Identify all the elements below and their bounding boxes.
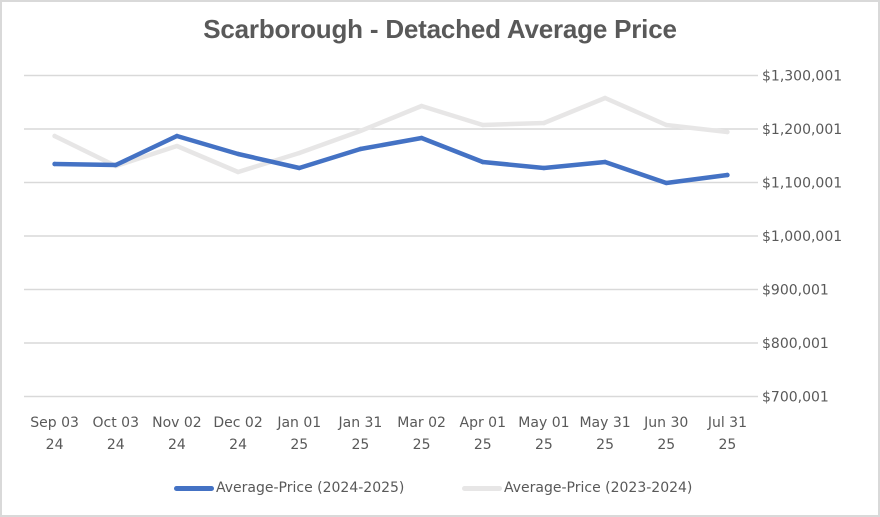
legend-swatch-2023-2024 — [462, 485, 502, 491]
y-axis-tick-labels: $1,300,001 $1,200,001 $1,100,001 $1,000,001… — [762, 69, 842, 406]
gridlines — [24, 74, 758, 398]
x-tick-label: Jul 31 — [707, 415, 747, 431]
data-point[interactable] — [480, 122, 485, 128]
x-tick-label-year: 24 — [46, 437, 64, 453]
legend-label: Average-Price (2023-2024) — [504, 480, 693, 496]
data-point[interactable] — [235, 169, 241, 175]
data-point[interactable] — [52, 133, 57, 139]
data-point[interactable] — [297, 165, 302, 171]
data-point[interactable] — [602, 95, 608, 101]
data-point[interactable] — [725, 129, 730, 135]
x-tick-label-year: 25 — [290, 437, 308, 453]
y-tick-label: $1,300,001 — [762, 69, 842, 85]
y-tick-label: $800,001 — [762, 336, 829, 352]
x-tick-label: Oct 03 — [93, 415, 139, 431]
data-point[interactable] — [174, 143, 180, 149]
x-tick-label: Jan 31 — [337, 415, 382, 431]
data-point[interactable] — [174, 133, 180, 139]
data-point[interactable] — [358, 146, 363, 152]
legend: Average-Price (2024-2025) Average-Price … — [0, 476, 880, 500]
legend-item-2023-2024[interactable]: Average-Price (2023-2024) — [462, 476, 692, 500]
x-tick-label: May 01 — [518, 415, 569, 431]
series-lines — [52, 95, 730, 186]
x-tick-label: Sep 03 — [30, 415, 79, 431]
x-tick-label-year: 25 — [719, 437, 737, 453]
x-tick-label: May 31 — [579, 415, 630, 431]
data-point[interactable] — [297, 150, 302, 156]
data-point[interactable] — [52, 161, 57, 167]
data-point[interactable] — [602, 159, 608, 165]
data-point[interactable] — [358, 128, 363, 134]
x-tick-label-year: 25 — [352, 437, 370, 453]
x-tick-label-year: 24 — [107, 437, 125, 453]
y-tick-label: $700,001 — [762, 390, 829, 406]
chart-title: Scarborough - Detached Average Price — [203, 14, 677, 44]
data-point[interactable] — [725, 172, 730, 178]
data-point[interactable] — [664, 122, 669, 128]
x-tick-label: Jan 01 — [276, 415, 321, 431]
x-tick-label-year: 24 — [229, 437, 247, 453]
x-tick-label: Apr 01 — [460, 415, 506, 431]
y-tick-label: $1,100,001 — [762, 176, 842, 192]
data-point[interactable] — [541, 120, 547, 126]
data-point[interactable] — [419, 103, 424, 109]
legend-label: Average-Price (2024-2025) — [216, 480, 405, 496]
x-tick-label-year: 25 — [657, 437, 675, 453]
data-point[interactable] — [235, 151, 241, 157]
series-line-2023-2024[interactable] — [52, 95, 730, 175]
x-tick-label-year: 25 — [474, 437, 492, 453]
x-tick-label: Mar 02 — [397, 415, 446, 431]
x-tick-label: Nov 02 — [152, 415, 202, 431]
x-tick-label-year: 25 — [596, 437, 614, 453]
data-point[interactable] — [419, 135, 424, 141]
x-tick-label-year: 24 — [168, 437, 186, 453]
data-point[interactable] — [664, 180, 669, 186]
y-tick-label: $1,200,001 — [762, 122, 842, 138]
data-point[interactable] — [541, 165, 547, 171]
y-tick-label: $1,000,001 — [762, 229, 842, 245]
y-tick-label: $900,001 — [762, 283, 829, 299]
x-tick-label-year: 25 — [413, 437, 431, 453]
x-tick-label: Dec 02 — [213, 415, 262, 431]
legend-item-2024-2025[interactable]: Average-Price (2024-2025) — [174, 476, 404, 500]
x-axis-tick-labels: Sep 03 24 Oct 03 24 Nov 02 24 Dec 02 24 Jan 01 25… — [30, 415, 747, 453]
data-point[interactable] — [480, 159, 485, 165]
x-tick-label-year: 25 — [535, 437, 553, 453]
data-point[interactable] — [113, 162, 118, 168]
series-line-2024-2025[interactable] — [52, 133, 730, 186]
x-tick-label: Jun 30 — [643, 415, 688, 431]
legend-swatch-2024-2025 — [174, 485, 214, 491]
